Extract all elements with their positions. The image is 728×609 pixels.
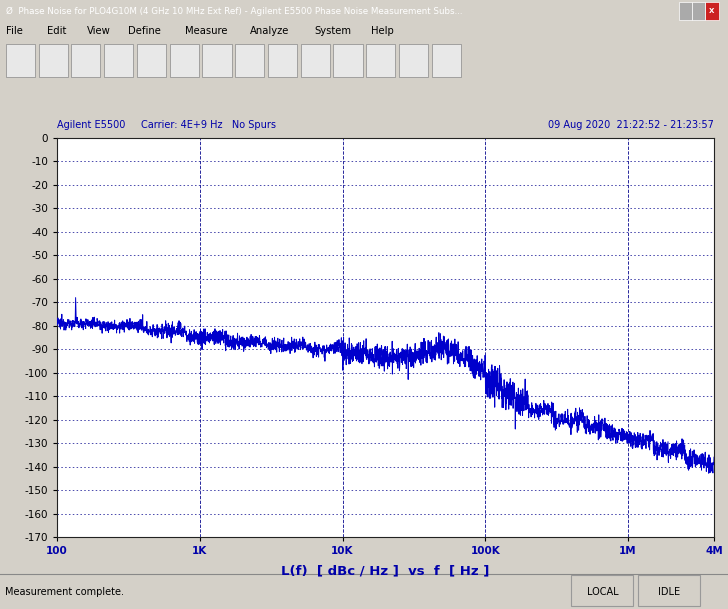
FancyBboxPatch shape [104, 44, 133, 77]
Bar [705, 2, 719, 20]
FancyBboxPatch shape [301, 44, 330, 77]
Text: Analyze: Analyze [250, 27, 289, 37]
X-axis label: L(f)  [ dBc / Hz ]  vs  f  [ Hz ]: L(f) [ dBc / Hz ] vs f [ Hz ] [281, 565, 490, 577]
Text: Measurement complete.: Measurement complete. [5, 587, 124, 597]
FancyBboxPatch shape [399, 44, 428, 77]
FancyBboxPatch shape [268, 44, 297, 77]
Text: Edit: Edit [47, 27, 66, 37]
Bar [571, 575, 633, 606]
FancyBboxPatch shape [71, 44, 100, 77]
Text: X: X [709, 8, 715, 14]
Text: Agilent E5500     Carrier: 4E+9 Hz   No Spurs: Agilent E5500 Carrier: 4E+9 Hz No Spurs [57, 120, 276, 130]
FancyBboxPatch shape [202, 44, 232, 77]
FancyBboxPatch shape [432, 44, 461, 77]
FancyBboxPatch shape [6, 44, 35, 77]
Text: LOCAL: LOCAL [587, 587, 618, 597]
Text: Measure: Measure [185, 27, 227, 37]
Bar [638, 575, 700, 606]
FancyBboxPatch shape [170, 44, 199, 77]
FancyBboxPatch shape [39, 44, 68, 77]
FancyBboxPatch shape [137, 44, 166, 77]
Text: File: File [6, 27, 23, 37]
Bar [679, 2, 692, 20]
Text: 09 Aug 2020  21:22:52 - 21:23:57: 09 Aug 2020 21:22:52 - 21:23:57 [548, 120, 714, 130]
Text: System: System [314, 27, 352, 37]
FancyBboxPatch shape [366, 44, 395, 77]
Text: Help: Help [371, 27, 394, 37]
Text: Ø  Phase Noise for PLO4G10M (4 GHz 10 MHz Ext Ref) - Agilent E5500 Phase Noise M: Ø Phase Noise for PLO4G10M (4 GHz 10 MHz… [6, 7, 462, 16]
FancyBboxPatch shape [235, 44, 264, 77]
Bar [692, 2, 705, 20]
Text: Define: Define [128, 27, 161, 37]
Text: View: View [87, 27, 111, 37]
FancyBboxPatch shape [333, 44, 363, 77]
Text: IDLE: IDLE [658, 587, 681, 597]
